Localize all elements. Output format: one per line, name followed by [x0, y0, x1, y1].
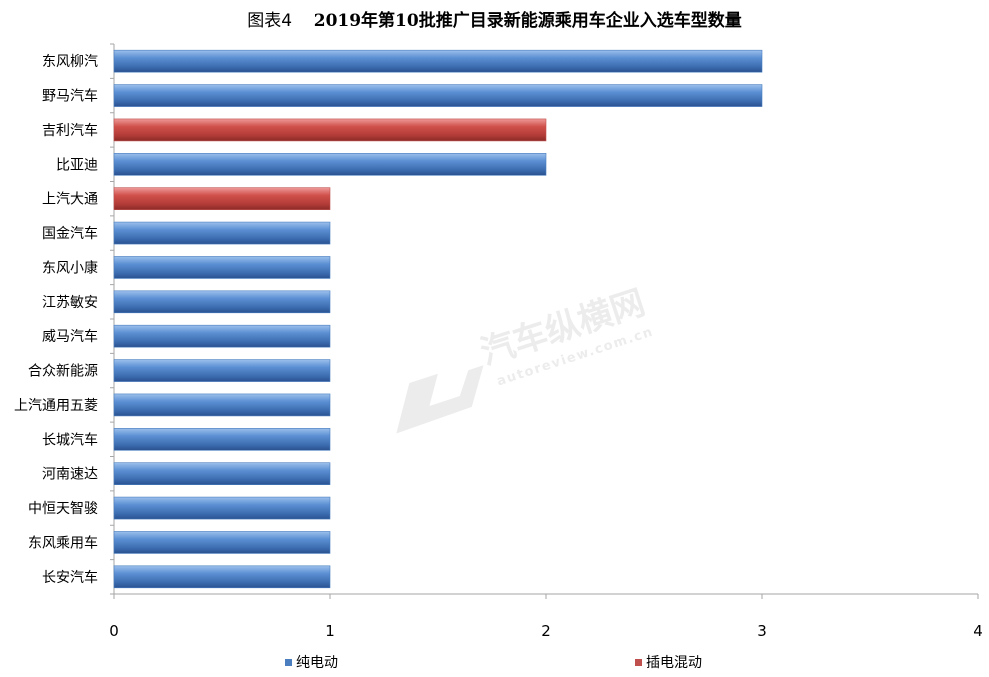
bar-pure-ev [113, 221, 331, 245]
category-label: 中恒天智骏 [28, 501, 98, 517]
bar-pure-ev [113, 290, 331, 314]
x-tick-label: 1 [325, 622, 335, 640]
x-tick-label: 4 [973, 622, 983, 640]
legend-swatch-pure-ev [285, 659, 292, 666]
chart-title: 图表4 2019年第10批推广目录新能源乘用车企业入选车型数量 [0, 6, 989, 31]
category-label: 江苏敏安 [42, 295, 98, 311]
bar-pure-ev [113, 565, 331, 589]
bar-pure-ev [113, 256, 331, 279]
category-label: 长城汽车 [42, 431, 98, 448]
x-tick-label: 0 [109, 622, 119, 640]
legend-swatch-phev [635, 659, 642, 666]
plot-area [110, 43, 978, 595]
legend-label-phev: 插电混动 [646, 655, 702, 671]
bar-phev [113, 187, 331, 210]
category-label: 国金汽车 [42, 225, 98, 242]
category-label: 上汽大通 [42, 192, 98, 208]
bar-pure-ev [113, 496, 331, 520]
bar-pure-ev [113, 324, 331, 348]
category-label: 东风柳汽 [42, 53, 98, 70]
watermark-logo-icon [396, 365, 484, 434]
bar-phev [113, 118, 547, 142]
bar-pure-ev [113, 462, 331, 485]
bar-pure-ev [113, 393, 331, 417]
category-label: 野马汽车 [42, 88, 98, 105]
category-label: 河南速达 [42, 467, 98, 483]
watermark: 汽车纵横网 autoreview.com.cn [396, 283, 656, 434]
category-label: 东风小康 [42, 259, 98, 276]
legend: 纯电动 插电混动 [285, 655, 702, 671]
bar-pure-ev [113, 531, 331, 554]
bar-pure-ev [113, 359, 331, 382]
category-label: 比亚迪 [56, 157, 98, 173]
category-label: 吉利汽车 [42, 122, 98, 139]
x-tick-labels: 0 1 2 3 4 [109, 594, 983, 640]
chart-title-prefix: 图表4 [247, 11, 293, 31]
bar-pure-ev [113, 84, 763, 107]
category-label: 上汽通用五菱 [14, 398, 98, 414]
legend-label-pure-ev: 纯电动 [296, 655, 338, 671]
category-label: 长安汽车 [42, 569, 98, 586]
category-label: 威马汽车 [42, 328, 98, 345]
chart-title-main: 2019年第10批推广目录新能源乘用车企业入选车型数量 [313, 11, 742, 31]
category-labels: 东风柳汽野马汽车吉利汽车比亚迪上汽大通国金汽车东风小康江苏敏安威马汽车合众新能源… [14, 53, 98, 586]
category-label: 合众新能源 [28, 364, 98, 380]
bar-pure-ev [113, 428, 331, 451]
bar-pure-ev [113, 153, 547, 176]
category-label: 东风乘用车 [28, 534, 98, 551]
bar-pure-ev [113, 49, 763, 73]
x-tick-label: 3 [757, 622, 767, 640]
x-tick-label: 2 [541, 622, 551, 640]
